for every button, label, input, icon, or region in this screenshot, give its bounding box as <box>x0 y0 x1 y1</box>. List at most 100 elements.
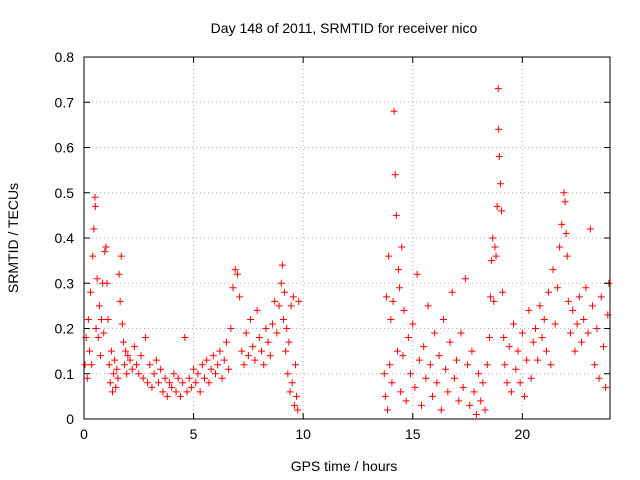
data-point <box>391 171 399 179</box>
data-point <box>104 315 112 323</box>
data-point <box>283 325 291 332</box>
data-point <box>198 361 206 369</box>
data-point <box>409 320 417 328</box>
data-point <box>399 352 407 360</box>
data-point <box>295 297 303 305</box>
data-point <box>426 361 434 369</box>
data-point <box>466 401 474 409</box>
data-point <box>281 288 289 296</box>
data-point <box>258 347 266 355</box>
data-point <box>85 347 93 355</box>
data-point <box>115 270 123 278</box>
data-point <box>96 352 104 360</box>
data-point <box>181 334 189 342</box>
data-point <box>94 334 102 342</box>
data-point <box>225 365 233 373</box>
data-point <box>597 293 605 301</box>
data-point <box>439 315 447 323</box>
y-tick-label: 0.3 <box>55 275 75 291</box>
data-point <box>593 325 601 332</box>
data-point <box>168 383 176 391</box>
data-point <box>91 193 99 201</box>
data-point <box>293 392 301 400</box>
y-tick-label: 0.5 <box>55 185 75 201</box>
data-point <box>475 370 482 378</box>
data-point <box>172 388 180 396</box>
data-point <box>500 334 508 342</box>
data-point <box>407 370 415 378</box>
data-point <box>563 252 571 260</box>
data-point <box>141 334 149 342</box>
data-point <box>236 293 244 301</box>
y-tick-label: 0.1 <box>55 366 75 382</box>
data-point <box>227 325 235 332</box>
data-point <box>205 379 213 387</box>
x-tick-label: 5 <box>190 426 198 442</box>
data-point <box>87 288 95 296</box>
data-point <box>161 374 169 382</box>
data-point <box>294 406 302 414</box>
data-point <box>88 361 96 369</box>
data-point <box>578 338 586 346</box>
data-point <box>106 379 114 387</box>
data-point <box>507 388 515 396</box>
data-point <box>553 284 561 292</box>
data-point <box>277 279 285 287</box>
axis-ticks: 0 0.1 0.2 0.3 0.4 0.5 0.6 0.7 0.8 0 5 10 15 20 <box>55 49 610 442</box>
data-point <box>393 347 401 355</box>
data-point <box>495 153 503 161</box>
data-point <box>567 329 575 337</box>
data-point <box>101 248 109 256</box>
data-point <box>538 334 546 342</box>
data-point <box>498 207 506 215</box>
data-point <box>459 383 467 391</box>
data-point <box>483 361 491 369</box>
data-point <box>212 370 219 378</box>
data-point <box>285 338 293 346</box>
data-point <box>464 361 472 369</box>
data-point <box>413 270 421 278</box>
data-point <box>112 383 120 391</box>
data-point <box>385 252 393 260</box>
data-point <box>216 347 224 355</box>
data-point <box>118 320 126 328</box>
y-tick-label: 0.6 <box>55 140 75 156</box>
data-point <box>448 288 456 296</box>
data-point <box>288 379 296 387</box>
data-point <box>95 302 103 310</box>
data-point <box>424 302 432 310</box>
data-point <box>551 320 559 328</box>
data-point <box>564 297 572 305</box>
data-point <box>89 252 97 260</box>
data-point <box>588 302 596 310</box>
data-point <box>390 107 398 115</box>
data-point <box>128 365 136 373</box>
data-point <box>119 338 127 346</box>
data-point <box>244 352 252 360</box>
data-point <box>81 361 89 369</box>
data-point <box>397 388 405 396</box>
data-point <box>489 234 497 242</box>
data-point <box>402 397 410 405</box>
data-point <box>238 347 246 355</box>
data-point <box>420 343 428 351</box>
data-point <box>218 374 226 382</box>
data-point <box>455 397 463 405</box>
data-point <box>159 388 167 396</box>
data-point <box>560 189 568 197</box>
data-point <box>545 288 553 296</box>
data-point <box>122 347 130 355</box>
data-point <box>255 334 263 342</box>
data-point <box>418 401 426 409</box>
data-point <box>542 347 550 355</box>
data-point <box>201 374 209 382</box>
data-point <box>260 361 268 369</box>
data-point <box>547 361 555 369</box>
data-point <box>540 315 548 323</box>
data-point <box>268 320 276 328</box>
data-point <box>505 343 513 351</box>
data-point <box>602 383 610 391</box>
data-point <box>185 374 193 382</box>
data-point <box>595 374 603 382</box>
data-point <box>291 361 299 369</box>
